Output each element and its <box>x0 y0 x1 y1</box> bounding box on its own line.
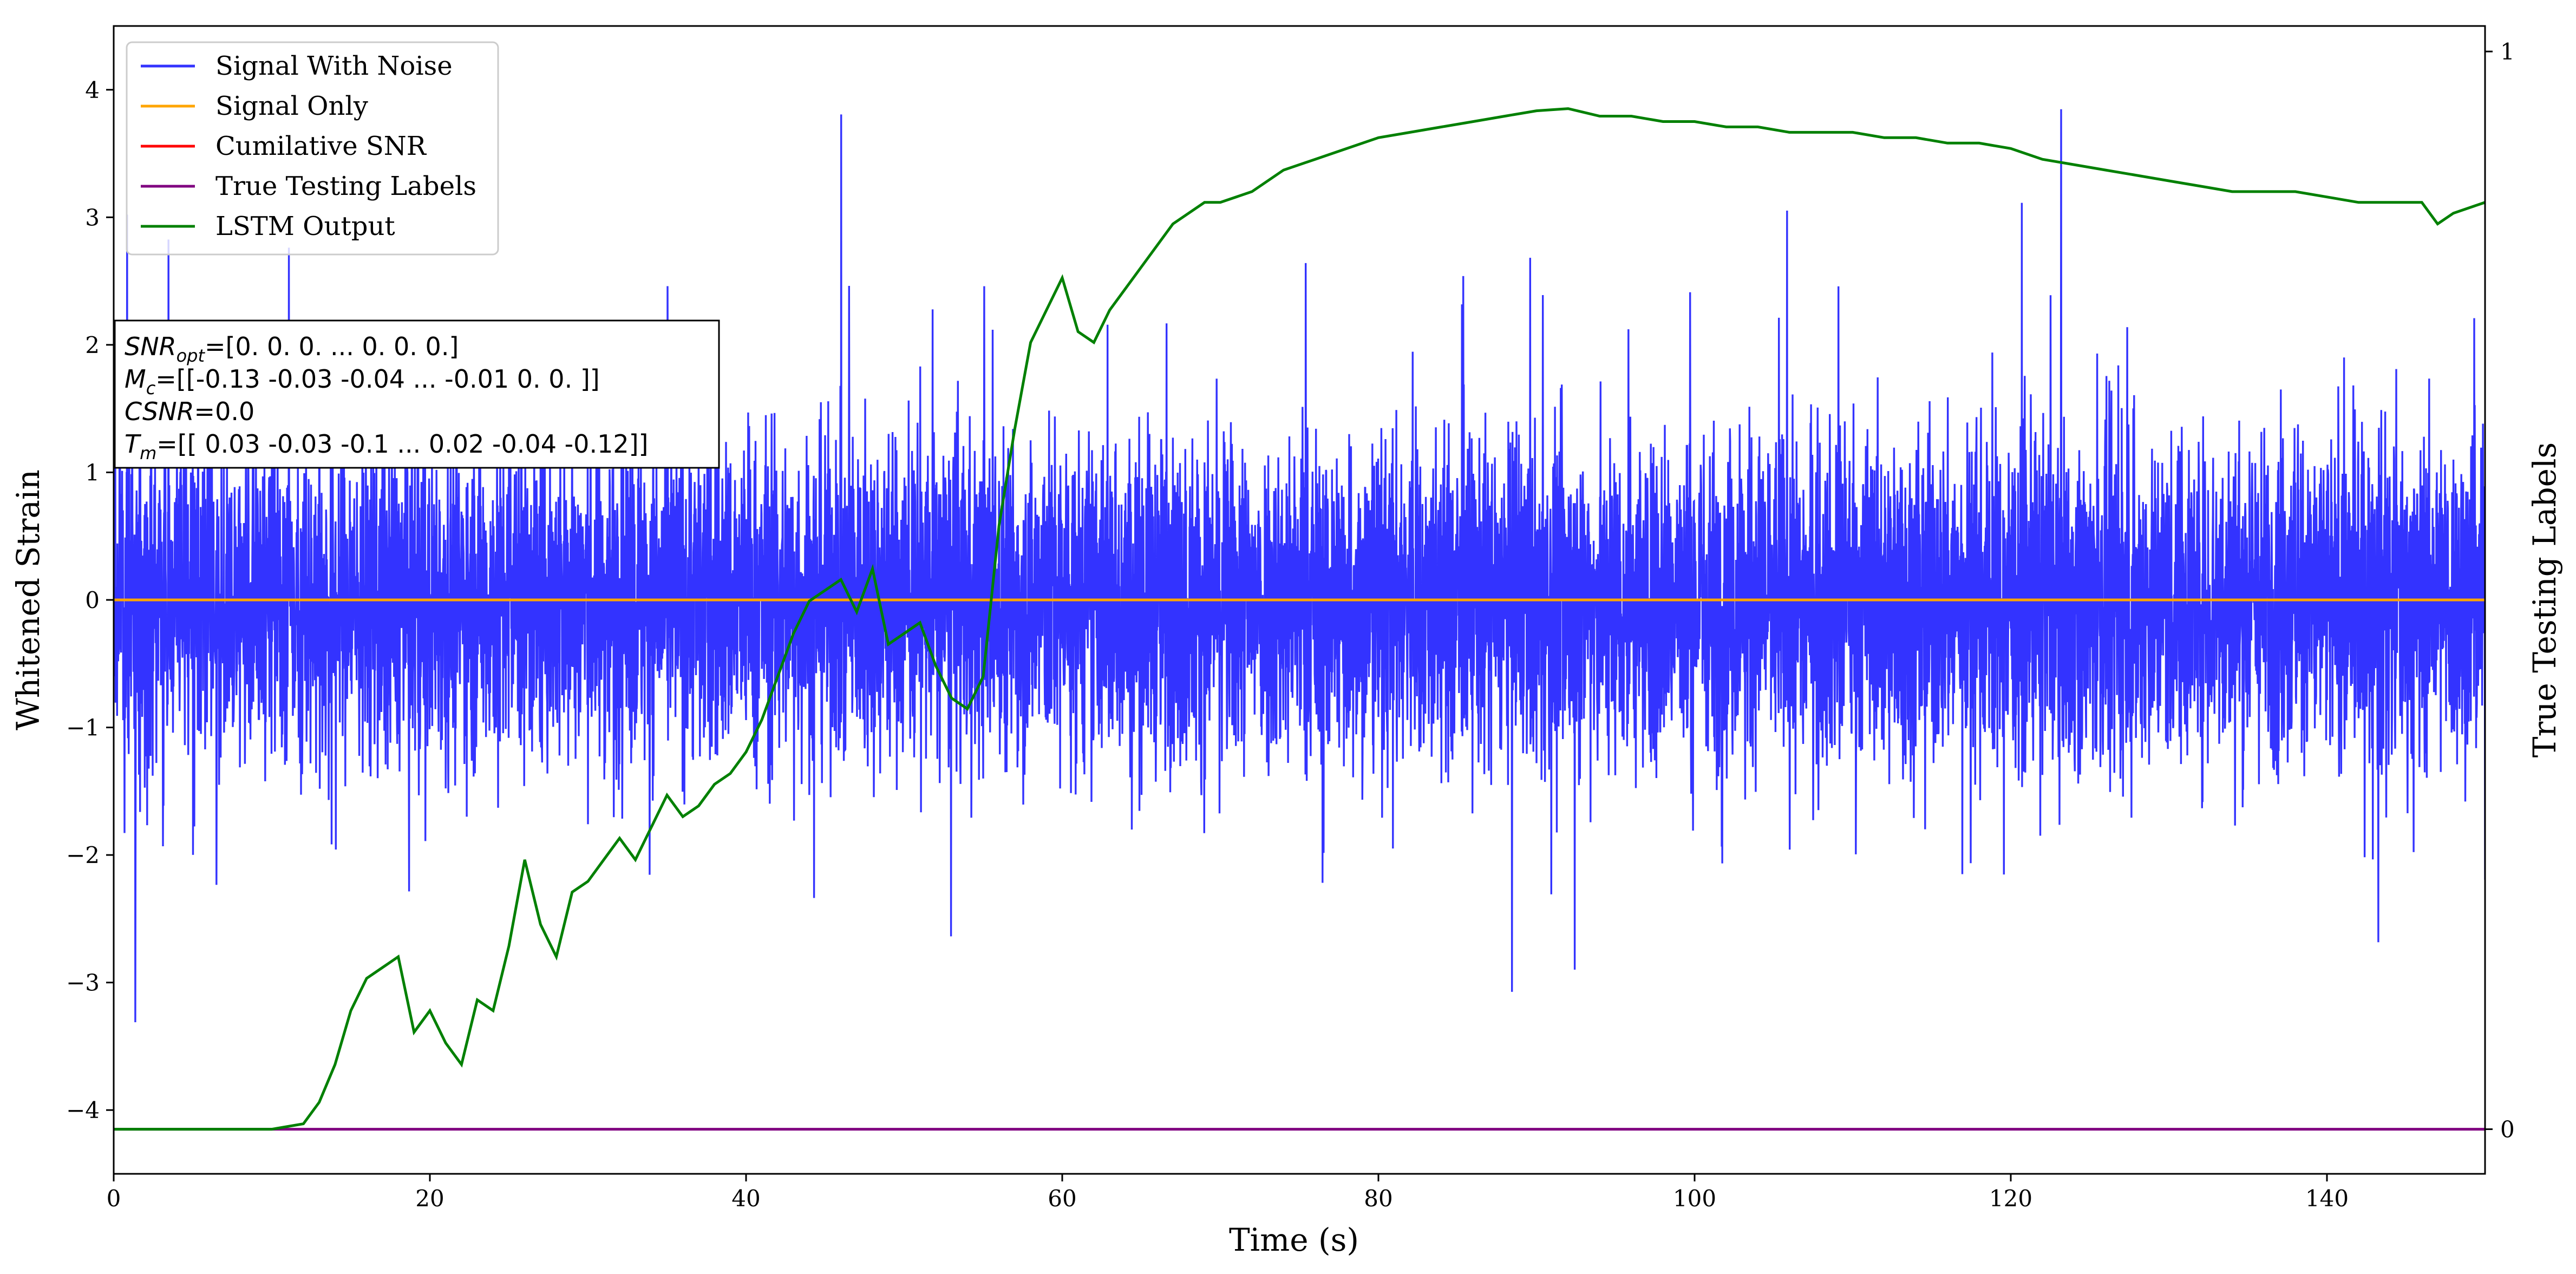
series-line-lstm-output <box>114 107 2485 1131</box>
y-axis-right-ticks: 01 <box>2485 38 2515 1143</box>
x-tick-label: 20 <box>415 1185 444 1212</box>
x-tick-label: 100 <box>1673 1185 1716 1212</box>
y-axis-label: Whitened Strain <box>10 469 47 730</box>
y-tick-label: −2 <box>66 842 100 868</box>
legend-label-cumilative-snr: Cumilative SNR <box>215 131 427 161</box>
annotation-frame <box>114 319 720 469</box>
y-tick-label: −3 <box>66 970 100 996</box>
y-right-tick-label: 0 <box>2500 1116 2515 1143</box>
x-tick-label: 120 <box>1989 1185 2032 1212</box>
x-tick-label: 0 <box>107 1185 121 1212</box>
annotation-line: Tm=[[ 0.03 -0.03 -0.1 ... 0.02 -0.04 -0.… <box>125 429 649 463</box>
legend-label-signal-with-noise: Signal With Noise <box>215 51 453 81</box>
x-axis-label: Time (s) <box>1229 1221 1359 1258</box>
y-tick-label: −1 <box>66 715 100 741</box>
annotation-line: SNRopt=[0. 0. 0. ... 0. 0. 0.] <box>125 332 459 366</box>
legend-label-lstm-output: LSTM Output <box>215 211 395 241</box>
x-axis-ticks: 0 20 40 60 80 100 120 140 <box>107 1174 2349 1212</box>
series-lines <box>114 107 2485 1131</box>
y-tick-label: 3 <box>85 204 100 231</box>
x-tick-label: 80 <box>1364 1185 1392 1212</box>
legend-label-signal-only: Signal Only <box>215 91 368 121</box>
annotation-line: Mc=[[-0.13 -0.03 -0.04 ... -0.01 0. 0. ]… <box>125 364 600 398</box>
y-tick-label: 1 <box>85 459 100 486</box>
x-tick-label: 140 <box>2305 1185 2349 1212</box>
annotation-line: CSNR=0.0 <box>125 397 254 426</box>
y-axis-ticks: −4 −3 −2 −1 0 1 2 3 4 <box>66 77 114 1123</box>
legend-box <box>126 41 499 256</box>
annotation-box: SNRopt=[0. 0. 0. ... 0. 0. 0.]Mc=[[-0.13… <box>114 319 720 469</box>
y-tick-label: 0 <box>85 587 100 613</box>
x-tick-label: 40 <box>731 1185 760 1212</box>
x-tick-label: 60 <box>1048 1185 1076 1212</box>
y-tick-label: −4 <box>66 1097 100 1123</box>
y-axis-right-label: True Testing Labels <box>2526 442 2563 757</box>
y-tick-label: 4 <box>85 77 100 103</box>
legend-label-true-testing-labels: True Testing Labels <box>215 171 476 201</box>
legend: Signal With Noise Signal Only Cumilative S… <box>126 41 499 256</box>
y-right-tick-label: 1 <box>2500 38 2515 65</box>
y-tick-label: 2 <box>85 332 100 358</box>
